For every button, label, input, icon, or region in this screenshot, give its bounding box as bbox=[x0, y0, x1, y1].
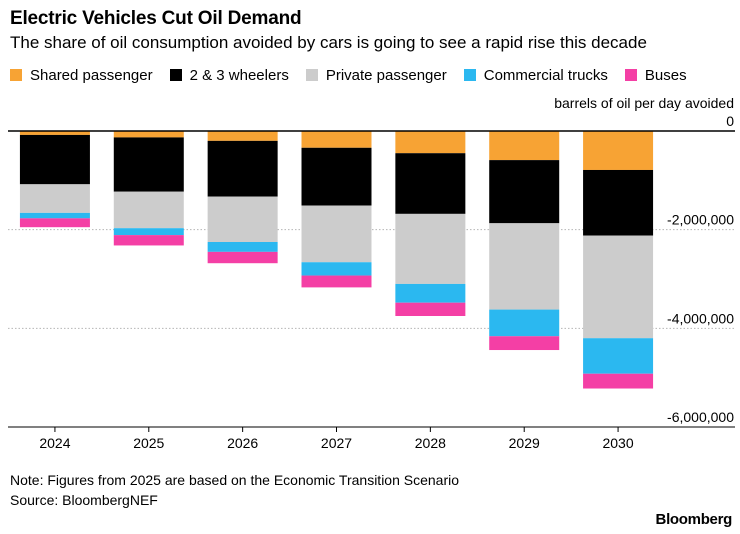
bar-segment bbox=[395, 213, 466, 284]
chart-subtitle: The share of oil consumption avoided by … bbox=[10, 33, 647, 52]
bar-segment bbox=[19, 134, 90, 185]
bar-segment bbox=[301, 131, 372, 148]
x-tick-label: 2028 bbox=[415, 435, 446, 451]
bar-segment bbox=[395, 153, 466, 214]
legend-item: Private passenger bbox=[305, 66, 447, 84]
x-tick-label: 2027 bbox=[321, 435, 352, 451]
legend-label: 2 & 3 wheelers bbox=[189, 66, 289, 84]
bar-segment bbox=[19, 184, 90, 213]
legend-label: Shared passenger bbox=[30, 66, 153, 84]
bar-segment bbox=[489, 223, 560, 310]
x-tick-label: 2025 bbox=[133, 435, 164, 451]
bar-segment bbox=[395, 302, 466, 316]
bar-segment bbox=[489, 336, 560, 351]
bar-segment bbox=[301, 205, 372, 263]
bar-segment bbox=[207, 242, 278, 252]
bar-segment bbox=[395, 283, 466, 303]
bar-segment bbox=[207, 131, 278, 141]
legend-item: 2 & 3 wheelers bbox=[169, 66, 289, 84]
bar-segment bbox=[583, 131, 654, 170]
legend-swatch bbox=[169, 69, 182, 81]
bar-segment bbox=[489, 160, 560, 224]
bar-segment bbox=[207, 140, 278, 197]
bar-segment bbox=[583, 338, 654, 374]
chart-title: Electric Vehicles Cut Oil Demand bbox=[10, 8, 302, 29]
bar-segment bbox=[19, 218, 90, 228]
bar-segment bbox=[583, 373, 654, 389]
bar-segment bbox=[489, 131, 560, 161]
bar-segment bbox=[395, 131, 466, 154]
legend: Shared passenger 2 & 3 wheelers Private pa… bbox=[10, 66, 704, 84]
legend-swatch bbox=[624, 69, 637, 81]
legend-item: Commercial trucks bbox=[463, 66, 608, 84]
bar-segment bbox=[113, 235, 184, 246]
y-tick-label: -4,000,000 bbox=[667, 310, 734, 326]
bar-segment bbox=[301, 262, 372, 276]
legend-label: Commercial trucks bbox=[483, 66, 608, 84]
legend-item: Shared passenger bbox=[10, 67, 153, 84]
x-tick-label: 2024 bbox=[39, 435, 70, 451]
bar-segment bbox=[489, 309, 560, 337]
bar-segment bbox=[207, 251, 278, 264]
bar-segment bbox=[113, 191, 184, 229]
x-tick-label: 2026 bbox=[227, 435, 258, 451]
bar-segment bbox=[19, 212, 90, 219]
y-tick-label: -2,000,000 bbox=[667, 212, 734, 228]
y-tick-label: -6,000,000 bbox=[667, 409, 734, 425]
bar-segment bbox=[583, 169, 654, 236]
bar-segment bbox=[19, 131, 90, 135]
bar-segment bbox=[113, 131, 184, 138]
bar-segment bbox=[583, 235, 654, 339]
legend-swatch bbox=[463, 69, 476, 81]
bar-segment bbox=[113, 228, 184, 236]
legend-label: Private passenger bbox=[325, 66, 447, 84]
chart-plot: 2024 2025 2026 2027 2028 2029 2030 0 -2,000,000 -… bbox=[8, 113, 735, 451]
bar-segment bbox=[113, 137, 184, 192]
x-tick-label: 2029 bbox=[509, 435, 540, 451]
x-tick-label: 2030 bbox=[602, 435, 633, 451]
legend-swatch bbox=[305, 69, 318, 81]
y-tick-label: 0 bbox=[726, 113, 734, 129]
bar-segment bbox=[301, 147, 372, 206]
legend-swatch bbox=[10, 69, 22, 81]
y-axis-label: barrels of oil per day avoided bbox=[554, 95, 734, 111]
chart-note: Note: Figures from 2025 are based on the… bbox=[10, 472, 460, 488]
legend-label: Buses bbox=[644, 66, 687, 84]
bar-segment bbox=[207, 196, 278, 242]
legend-item: Buses bbox=[624, 66, 687, 84]
bar-segment bbox=[301, 275, 372, 288]
bloomberg-logo: Bloomberg bbox=[655, 511, 733, 528]
chart-source: Source: BloombergNEF bbox=[10, 492, 158, 508]
